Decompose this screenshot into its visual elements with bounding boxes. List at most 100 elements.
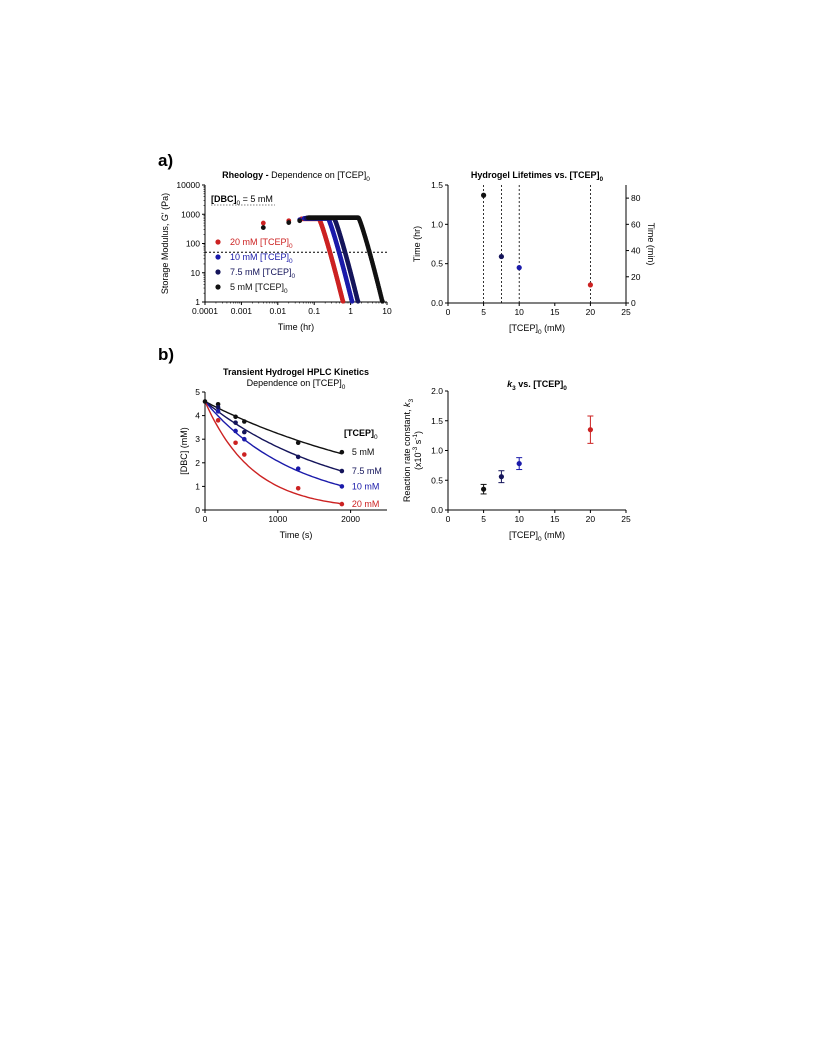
lifetimes-x-tick-label: 15 <box>550 307 560 317</box>
k3-data-point <box>481 486 487 492</box>
rheology-annotation: [DBC]0​ = 5 mM <box>211 194 273 207</box>
rheology-x-label-part: Time (hr) <box>278 322 314 332</box>
rheology-data-point <box>349 299 355 304</box>
hplc-data-point <box>339 468 345 474</box>
hplc-subtitle: Dependence on [TCEP]0​ <box>247 378 346 391</box>
lifetimes-title: Hydrogel Lifetimes vs. [TCEP]0​ <box>471 170 604 183</box>
rheology-y-label-part: Storage Modulus, G' (Pa) <box>160 193 170 294</box>
hplc-fit-line <box>204 400 343 455</box>
hplc-data-point <box>295 440 301 446</box>
lifetimes-y-tick-label-part: 1.0 <box>431 219 443 229</box>
lifetimes-x-label-part: (mM) <box>542 323 566 333</box>
rheology-x-tick-label: 10 <box>382 306 392 316</box>
rheology-x-tick-label: 0.1 <box>308 306 320 316</box>
lifetimes-y-tick-label: 1.0 <box>431 219 443 229</box>
k3-data-point <box>498 474 504 480</box>
rheology-legend-label-part: 0 <box>284 288 288 295</box>
hplc-data-point <box>339 484 345 489</box>
k3-x-tick-label: 15 <box>550 514 560 524</box>
lifetimes-y2-tick-label-part: 80 <box>631 193 641 203</box>
rheology-y-tick-label: 1 <box>195 297 200 307</box>
rheology-legend-label-part: 0 <box>289 258 293 265</box>
hplc-data-point <box>215 418 221 423</box>
hplc-x-label: Time (s) <box>280 530 313 540</box>
lifetimes-y-tick-label-part: 1.5 <box>431 180 443 190</box>
k3-y-tick-label: 0.5 <box>431 475 443 485</box>
hplc-series-label: 20 mM <box>352 499 380 509</box>
rheology-x-tick-label: 0.0001 <box>192 306 218 316</box>
hplc-fit-line <box>204 400 343 472</box>
hplc-data-point <box>202 399 208 404</box>
hplc-fit-line <box>204 401 342 505</box>
rheology-early-point <box>286 220 292 225</box>
hplc-x-tick-label-part: 0 <box>203 514 208 524</box>
k3-y-label-line2-part: -3 <box>412 446 419 452</box>
hplc-y-tick-label: 3 <box>195 434 200 444</box>
hplc-series-label-part: 20 mM <box>352 499 380 509</box>
lifetimes-x-tick-label-part: 0 <box>446 307 451 317</box>
rheology-chart: 0.0001 0.001 0.01 0.1 1 10 1 10 100 1000 10000 Rheo… <box>160 170 392 332</box>
rheology-y-tick-label-part: 100 <box>186 239 200 249</box>
rheology-y-tick-label: 100 <box>186 239 200 249</box>
rheology-title: Rheology - Dependence on [TCEP]0​ <box>222 170 370 183</box>
hplc-series-label-part: 10 mM <box>352 481 380 491</box>
lifetimes-x-tick-label: 5 <box>481 307 486 317</box>
lifetimes-y2-label: Time (min) <box>646 223 656 266</box>
hplc-y-tick-label-part: 2 <box>195 458 200 468</box>
rheology-y-tick-label: 10000 <box>176 180 200 190</box>
rheology-x-tick-label-part: 0.1 <box>308 306 320 316</box>
rheology-x-tick-label-part: 0.001 <box>231 306 253 316</box>
lifetimes-data-point <box>481 192 487 198</box>
k3-x-tick-label-part: 15 <box>550 514 560 524</box>
hplc-legend-title: [TCEP]0​ <box>344 428 378 441</box>
k3-y-label-line1-part: 3 <box>408 399 415 403</box>
k3-y-label-line2-part: s <box>413 439 423 447</box>
k3-y-label-line2: (x10-3​ s-1​) <box>412 431 423 470</box>
lifetimes-y2-tick-label: 80 <box>631 193 641 203</box>
hplc-subtitle-part: Dependence on [TCEP] <box>247 378 342 388</box>
k3-title: k3​ vs. [TCEP]0​ <box>507 379 567 392</box>
rheology-early-point <box>260 225 266 230</box>
lifetimes-y-tick-label-part: 0.0 <box>431 298 443 308</box>
lifetimes-data-point <box>516 265 522 271</box>
lifetimes-y-tick-label: 0.0 <box>431 298 443 308</box>
rheology-annotation-part: 0 <box>237 200 241 207</box>
hplc-y-tick-label: 1 <box>195 481 200 491</box>
k3-x-tick-label: 0 <box>446 514 451 524</box>
hplc-data-point <box>242 429 247 435</box>
k3-y-tick-label: 2.0 <box>431 386 443 396</box>
lifetimes-y-label-part: Time (hr) <box>412 226 422 262</box>
k3-data-point <box>587 427 594 433</box>
k3-y-label-line2-part: (x10 <box>413 453 423 471</box>
hplc-kinetics-chart: 0 1000 2000 0 1 2 3 4 5 5 mM 7.5 mM 10 mM 20 mM Trans… <box>179 367 387 540</box>
hplc-y-tick-label: 4 <box>195 411 200 421</box>
k3-x-tick-label: 25 <box>621 514 631 524</box>
rheology-early-point <box>297 218 303 224</box>
lifetimes-chart: 0 5 10 15 20 25 0.0 0.5 1.0 1.5 0 20 40 60 80 Hydrogel … <box>412 170 656 336</box>
rheology-x-tick-label: 1 <box>348 306 353 316</box>
lifetimes-x-tick-label-part: 10 <box>514 307 524 317</box>
rheology-annotation-part: = 5 mM <box>240 194 273 204</box>
lifetimes-y2-tick-label-part: 20 <box>631 272 641 282</box>
hplc-series-label: 10 mM <box>352 481 380 491</box>
lifetimes-y2-tick-label-part: 40 <box>631 246 641 256</box>
hplc-legend-title-part: [TCEP] <box>344 428 374 438</box>
hplc-legend-title-part: 0 <box>374 434 378 441</box>
hplc-x-tick-label: 0 <box>203 514 208 524</box>
hplc-data-point <box>233 420 238 425</box>
rheology-title-part: Rheology - <box>222 170 269 180</box>
hplc-series-label: 7.5 mM <box>352 466 382 476</box>
rheology-legend-label: 7.5 mM [TCEP]0​ <box>230 267 296 280</box>
rheology-legend-marker <box>215 239 221 245</box>
rheology-y-tick-label-part: 1000 <box>181 209 200 219</box>
rheology-y-tick-label: 1000 <box>181 209 200 219</box>
rheology-legend-label-part: 20 mM [TCEP] <box>230 237 289 247</box>
rheology-x-tick-label-part: 0.0001 <box>192 306 218 316</box>
k3-y-tick-label-part: 2.0 <box>431 386 443 396</box>
lifetimes-y2-label-part: Time (min) <box>646 223 656 266</box>
rheology-y-tick-label-part: 1 <box>195 297 200 307</box>
hplc-title-part: Transient Hydrogel HPLC Kinetics <box>223 367 369 377</box>
panel-label-b: b) <box>158 345 174 364</box>
rheology-legend-label-part: 5 mM [TCEP] <box>230 282 284 292</box>
k3-y-tick-label-part: 0.0 <box>431 505 443 515</box>
